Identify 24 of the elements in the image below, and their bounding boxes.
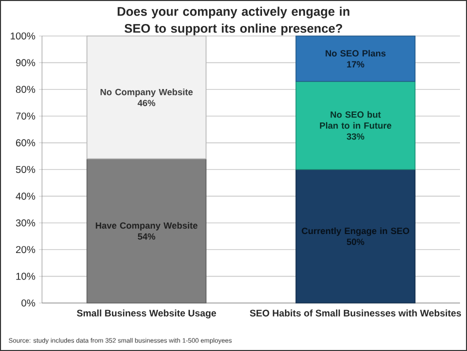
data-label: 46% — [138, 100, 156, 106]
y-tick-label: 40% — [16, 192, 36, 200]
y-tick-label: 30% — [16, 219, 36, 226]
y-tick-label: 20% — [16, 246, 36, 254]
series-label: Currently Engage in SEO — [302, 227, 410, 236]
y-tick-label: 90% — [16, 59, 36, 66]
y-tick-label: 70% — [16, 112, 36, 120]
y-tick-label: 60% — [16, 139, 36, 146]
y-tick-label: 100% — [10, 32, 36, 40]
series-label: No Company Website — [100, 88, 193, 97]
y-tick-label: 50% — [16, 166, 36, 174]
x-tick-label: Small Business Website Usage — [76, 310, 216, 318]
data-label: 17% — [347, 61, 364, 68]
data-label: 33% — [346, 133, 364, 140]
x-tick-label: SEO Habits of Small Businesses with Websites — [250, 310, 462, 316]
y-tick-label: 80% — [16, 86, 36, 93]
series-label: No SEO Plans — [326, 50, 386, 57]
chart-title: Does your company actively engage in SEO to support its online presence? — [118, 6, 350, 36]
series-label: Have Company Website — [96, 222, 198, 230]
series-label: No SEO but Plan to in Future — [320, 111, 392, 129]
data-label: 50% — [346, 238, 364, 246]
y-tick-label: 0% — [21, 299, 36, 307]
y-tick-label: 10% — [16, 272, 36, 280]
data-label: 54% — [138, 233, 156, 240]
